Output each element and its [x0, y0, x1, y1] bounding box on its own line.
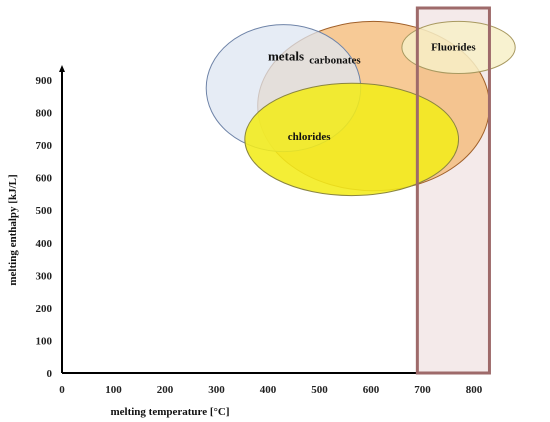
- x-tick-label: 400: [260, 384, 277, 396]
- region-label-carbonates: carbonates: [309, 55, 361, 67]
- x-tick-label: 500: [311, 384, 328, 396]
- y-tick-label: 500: [36, 205, 53, 217]
- region-label-chlorides: chlorides: [288, 131, 331, 143]
- x-tick-label: 100: [105, 384, 122, 396]
- x-tick-label: 0: [59, 384, 65, 396]
- x-tick-label: 200: [157, 384, 174, 396]
- y-tick-label: 300: [36, 270, 53, 282]
- y-tick-label: 0: [47, 368, 53, 380]
- highlight-band-border: [415, 6, 491, 375]
- x-tick-label: 700: [414, 384, 431, 396]
- y-tick-label: 700: [36, 140, 53, 152]
- x-axis-title: melting temperature [°C]: [110, 406, 229, 418]
- y-tick-label: 200: [36, 303, 53, 315]
- y-tick-label: 900: [36, 75, 53, 87]
- y-tick-label: 800: [36, 108, 53, 120]
- region-fluorides: [401, 20, 516, 74]
- x-tick-label: 600: [363, 384, 380, 396]
- y-tick-label: 600: [36, 173, 53, 185]
- y-axis-title: melting enthalpy [kJ/L]: [7, 174, 19, 285]
- x-tick-label: 300: [208, 384, 225, 396]
- y-tick-label: 400: [36, 238, 53, 250]
- y-axis-arrow: [59, 65, 65, 72]
- x-tick-label: 800: [466, 384, 483, 396]
- region-chlorides: [244, 82, 460, 197]
- region-label-metals: metals: [268, 48, 304, 63]
- region-label-fluorides: Fluorides: [431, 42, 476, 54]
- y-tick-label: 100: [36, 335, 53, 347]
